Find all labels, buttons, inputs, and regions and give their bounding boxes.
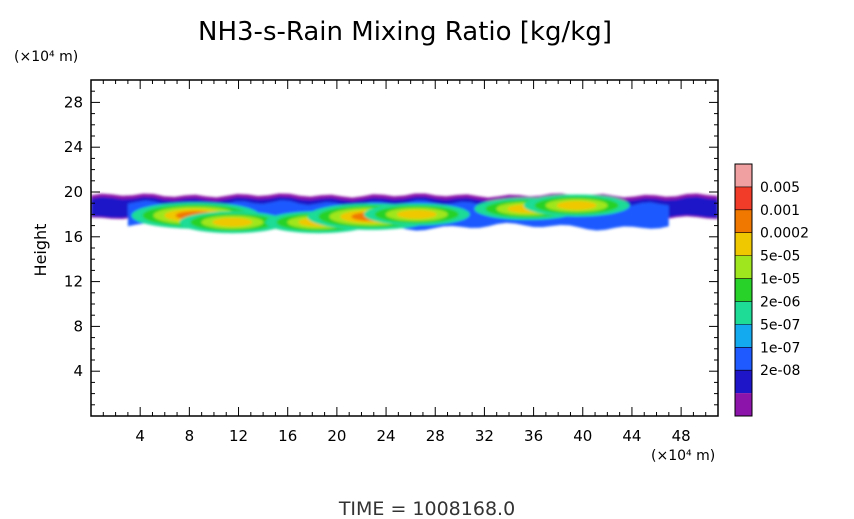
field-layers xyxy=(91,193,718,234)
plot-frame xyxy=(90,79,719,417)
colorbar-label: 1e-07 xyxy=(760,340,800,356)
field-cell xyxy=(396,210,437,219)
mixing-ratio-field xyxy=(91,193,718,234)
colorbar-label: 0.005 xyxy=(760,180,800,196)
y-tick-label: 24 xyxy=(64,138,83,156)
y-tick-label: 4 xyxy=(73,362,83,380)
field-cell xyxy=(556,201,597,210)
x-tick-label: 8 xyxy=(185,427,195,445)
y-axis-unit: (×10⁴ m) xyxy=(14,49,78,65)
field-cell xyxy=(212,217,253,227)
colorbar-label: 1e-05 xyxy=(760,272,800,288)
x-tick-label: 24 xyxy=(377,427,396,445)
x-tick-label: 12 xyxy=(229,427,248,445)
colorbar-label: 5e-07 xyxy=(760,317,800,333)
colorbar-swatch xyxy=(735,255,752,279)
colorbar-label: 2e-06 xyxy=(760,294,800,310)
x-tick-label: 16 xyxy=(278,427,297,445)
y-tick-label: 16 xyxy=(64,228,83,246)
x-tick-label: 44 xyxy=(622,427,641,445)
colorbar-swatch xyxy=(735,164,752,187)
colorbar-label: 0.001 xyxy=(760,203,800,219)
y-tick-label: 8 xyxy=(73,317,83,335)
colorbar-label: 2e-08 xyxy=(760,363,800,379)
x-tick-label: 48 xyxy=(672,427,691,445)
x-tick-labels: 4 8 12 16 20 24 28 32 36 40 44 48 xyxy=(135,427,690,445)
colorbar-swatch xyxy=(735,324,752,348)
colorbar-swatch xyxy=(735,370,752,394)
colorbar-swatch xyxy=(735,301,752,325)
chart-title: NH3-s-Rain Mixing Ratio [kg/kg] xyxy=(198,17,612,47)
time-label: TIME = 1008168.0 xyxy=(338,498,515,519)
x-tick-label: 4 xyxy=(135,427,145,445)
y-tick-labels: 4 8 12 16 20 24 28 xyxy=(64,93,83,380)
y-tick-label: 12 xyxy=(64,273,83,291)
x-axis-unit: (×10⁴ m) xyxy=(651,448,715,464)
x-tick-label: 36 xyxy=(524,427,543,445)
y-tick-label: 28 xyxy=(64,93,83,111)
x-tick-label: 40 xyxy=(573,427,592,445)
x-tick-label: 20 xyxy=(327,427,346,445)
colorbar-swatch xyxy=(735,186,752,210)
x-tick-label: 32 xyxy=(475,427,494,445)
y-tick-label: 20 xyxy=(64,183,83,201)
colorbar-label: 0.0002 xyxy=(760,226,809,242)
colorbar-swatch xyxy=(735,209,752,233)
colorbar-swatch xyxy=(735,393,752,416)
colorbar-swatch xyxy=(735,347,752,371)
colorbar-swatch xyxy=(735,232,752,256)
colorbar-label: 5e-05 xyxy=(760,249,800,265)
y-axis-label: Height xyxy=(31,224,50,277)
x-tick-label: 28 xyxy=(426,427,445,445)
colorbar: 0.005 0.001 0.0002 5e-05 1e-05 2e-06 5e-07 1e-0… xyxy=(734,163,809,417)
axis-ticks xyxy=(91,80,718,416)
colorbar-frame xyxy=(734,163,753,417)
colorbar-swatch xyxy=(735,278,752,302)
